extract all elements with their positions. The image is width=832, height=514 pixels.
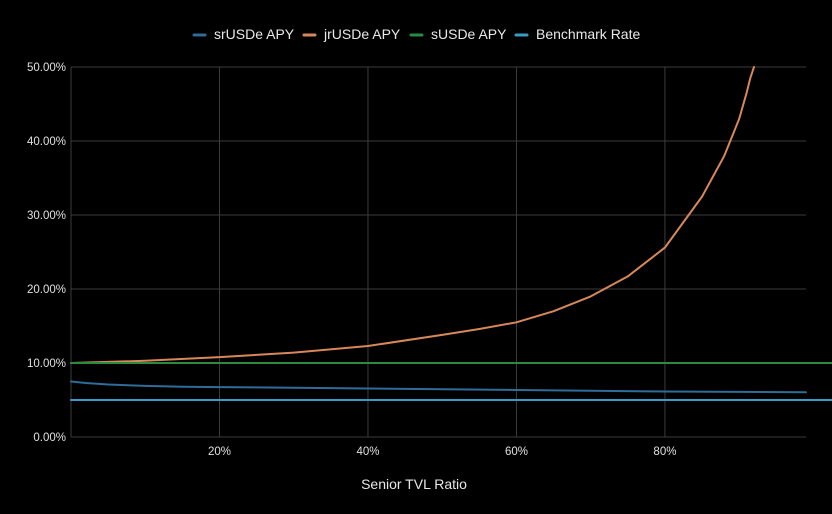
y-tick-label: 40.00% — [27, 136, 66, 148]
legend-label: Benchmark Rate — [536, 26, 640, 42]
y-tick-label: 30.00% — [27, 210, 66, 222]
y-axis-ticks: 0.00% 10.00% 20.00% 30.00% 40.00% 50.00% — [27, 62, 66, 444]
legend-item[interactable]: jrUSDe APY — [302, 26, 401, 42]
x-axis-title: Senior TVL Ratio — [361, 476, 467, 492]
series-line-0 — [70, 380, 807, 394]
legend-item[interactable]: sUSDe APY — [409, 26, 507, 42]
x-tick-label: 20% — [208, 446, 231, 458]
y-tick-label: 20.00% — [27, 284, 66, 296]
series-line-1 — [70, 66, 755, 364]
y-tick-label: 50.00% — [27, 62, 66, 74]
x-tick-label: 80% — [653, 446, 676, 458]
legend-item[interactable]: Benchmark Rate — [514, 26, 640, 42]
legend-item[interactable]: srUSDe APY — [192, 26, 295, 42]
x-tick-label: 60% — [505, 446, 528, 458]
legend[interactable]: srUSDe APY jrUSDe APY sUSDe APY Benchmark R… — [192, 26, 640, 42]
legend-label: sUSDe APY — [431, 26, 507, 42]
legend-label: jrUSDe APY — [323, 26, 401, 42]
legend-label: srUSDe APY — [214, 26, 295, 42]
y-tick-label: 10.00% — [27, 358, 66, 370]
y-tick-label: 0.00% — [33, 432, 66, 444]
x-axis-ticks: 20% 40% 60% 80% — [208, 446, 676, 458]
x-tick-label: 40% — [356, 446, 379, 458]
grid — [70, 66, 806, 438]
series-lines — [70, 66, 832, 401]
